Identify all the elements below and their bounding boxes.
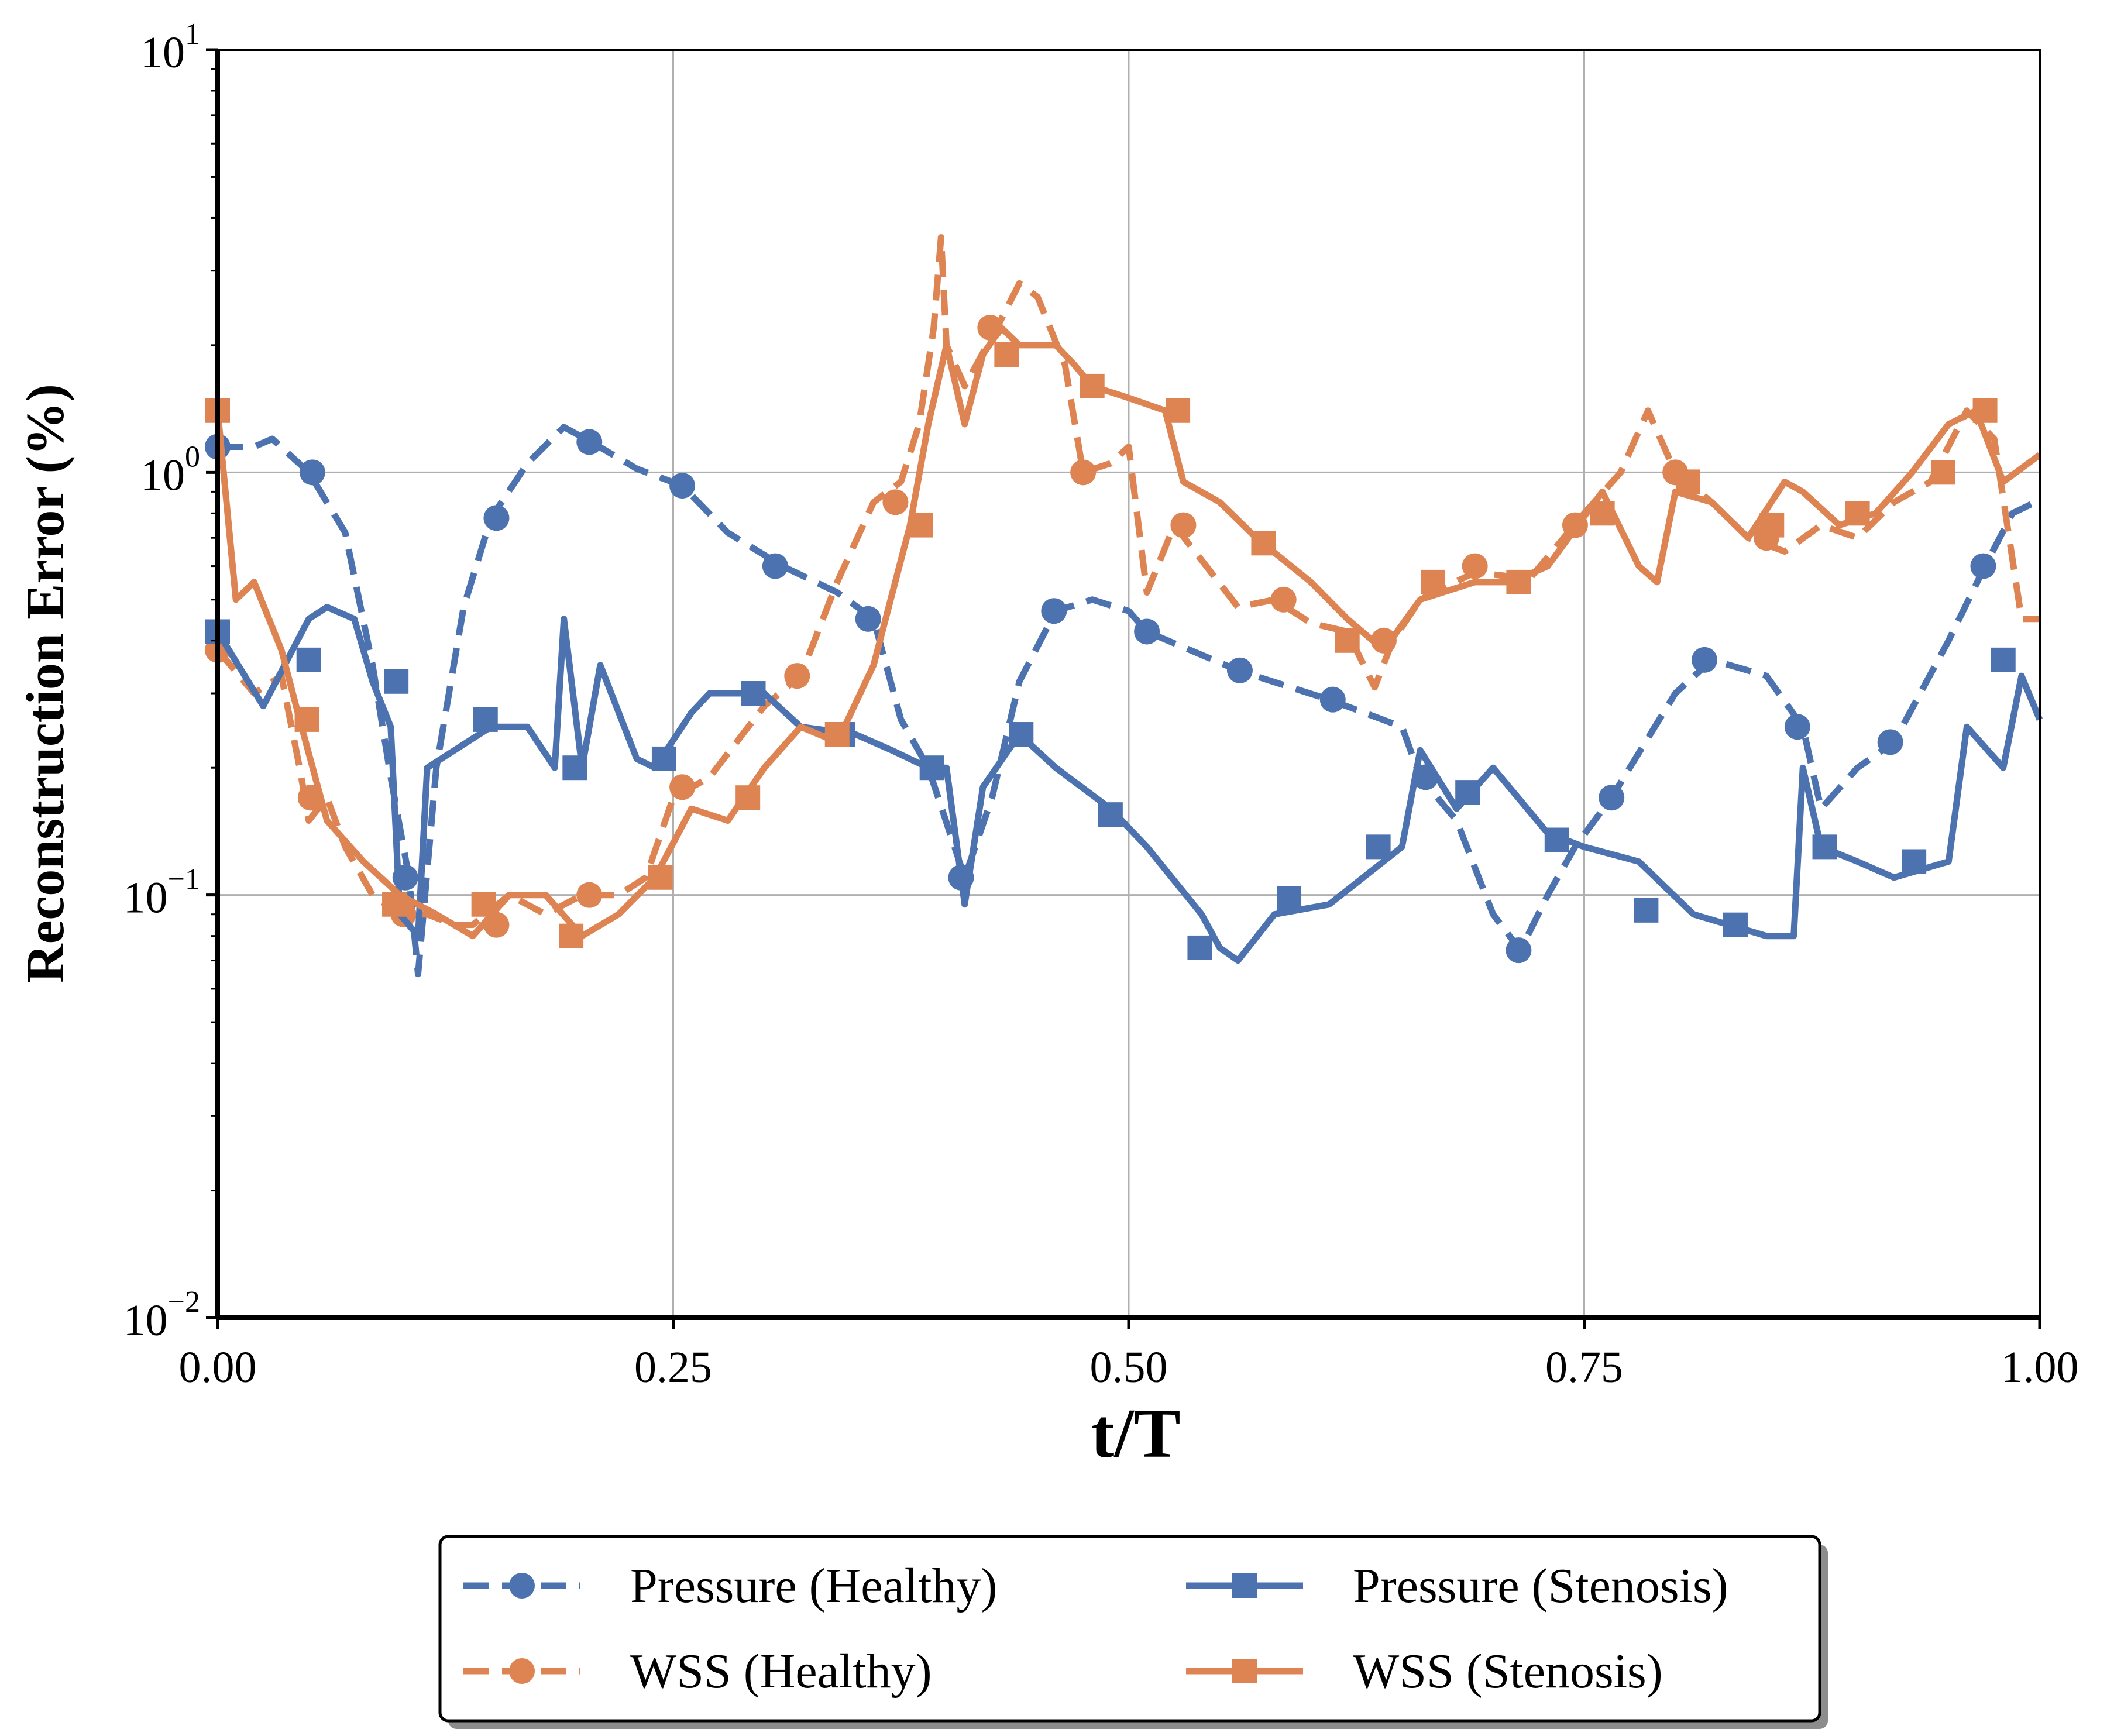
series-3-point-8 [919, 755, 944, 781]
series-4-point-17 [1675, 469, 1700, 494]
x-tick-label-0: 0.00 [179, 1343, 257, 1392]
series-line-1 [218, 424, 2041, 978]
series-3-point-3 [473, 707, 498, 732]
series-1-point-3 [483, 505, 510, 531]
series-4-point-3 [471, 892, 496, 917]
series-3-point-17 [1723, 912, 1748, 937]
series-3-point-19 [1902, 849, 1927, 874]
series-2-point-11 [1270, 586, 1297, 613]
series-4-point-1 [294, 707, 319, 732]
series-line-2 [215, 234, 2040, 929]
series-3-point-16 [1634, 898, 1659, 923]
legend-label-2: WSS (Healthy) [630, 1644, 932, 1699]
series-4-point-6 [735, 785, 761, 810]
series-4-point-14 [1421, 569, 1446, 594]
series-1-point-12 [1319, 686, 1346, 713]
series-3-point-18 [1812, 834, 1837, 860]
series-1-point-19 [1970, 553, 1996, 579]
y-tick-label-2: 100 [140, 440, 200, 500]
x-axis-title: t/T [1091, 1394, 1180, 1472]
series-4-point-10 [1080, 373, 1105, 398]
legend-box [438, 1535, 1821, 1723]
series-4-point-5 [648, 865, 673, 890]
series-3-point-9 [1009, 722, 1034, 747]
series-4-point-12 [1251, 531, 1276, 556]
x-tick-label-3: 0.75 [1545, 1343, 1623, 1392]
legend-swatch-marker-4 [1232, 1659, 1257, 1683]
series-4-point-15 [1506, 569, 1531, 594]
x-tick-label-1: 0.25 [634, 1343, 712, 1392]
legend-label-3: Pressure (Stenosis) [1353, 1559, 1728, 1613]
series-3-point-15 [1544, 827, 1569, 852]
series-1-point-16 [1692, 647, 1718, 673]
series-3-point-1 [296, 647, 321, 672]
y-tick-label-3: 101 [140, 18, 200, 77]
series-2-point-7 [882, 489, 909, 515]
series-4-point-7 [824, 722, 850, 747]
series-line-3 [215, 604, 2043, 964]
series-4-point-18 [1759, 513, 1785, 538]
series-4-point-9 [994, 342, 1019, 367]
series-4-point-20 [1930, 460, 1955, 485]
series-4-point-8 [909, 513, 934, 538]
series-3-point-20 [1991, 647, 2016, 672]
series-3-point-11 [1187, 935, 1212, 960]
legend-label-1: Pressure (Healthy) [630, 1559, 997, 1613]
series-1-point-11 [1226, 657, 1253, 683]
series-2-point-13 [1462, 553, 1488, 579]
series-4-point-11 [1166, 398, 1191, 423]
series-1-point-10 [1134, 618, 1160, 645]
series-1-point-6 [762, 553, 788, 579]
y-axis-title: Reconstruction Error (%) [15, 384, 75, 983]
series-1-point-14 [1506, 937, 1532, 964]
y-tick-label-1: 10−1 [123, 863, 200, 923]
series-4-point-16 [1590, 501, 1615, 526]
legend-label-4: WSS (Stenosis) [1353, 1644, 1663, 1699]
series-1-point-4 [576, 429, 603, 455]
plot-series [205, 234, 2043, 978]
series-4-point-2 [382, 892, 407, 917]
series-4-point-4 [559, 923, 584, 948]
grid [218, 50, 2040, 1318]
series-3-point-5 [651, 746, 676, 771]
series-2-point-10 [1170, 512, 1197, 538]
series-3-point-2 [384, 669, 409, 694]
series-1-point-7 [855, 606, 881, 632]
series-1-point-18 [1877, 729, 1903, 755]
series-1-point-17 [1784, 714, 1810, 740]
series-3-point-12 [1277, 886, 1302, 912]
y-tick-label-0: 10−2 [123, 1285, 200, 1345]
legend: Pressure (Healthy) WSS (Healthy) Pressure … [438, 1535, 1828, 1729]
x-tick-label-4: 1.00 [2001, 1343, 2079, 1392]
tick-labels: 0.00 0.25 0.50 0.75 1.00 10−2 10−1 100 101 [123, 18, 2079, 1392]
series-2-point-5 [669, 774, 696, 800]
series-3-point-13 [1366, 834, 1391, 860]
legend-swatch-marker-1 [509, 1573, 535, 1599]
legend-swatch-marker-3 [1232, 1573, 1257, 1598]
series-3-point-14 [1455, 780, 1480, 805]
series-1-point-5 [669, 473, 696, 499]
series-1-point-1 [299, 459, 325, 486]
x-tick-label-2: 0.50 [1090, 1343, 1168, 1392]
series-3-point-4 [562, 755, 587, 781]
series-4-point-19 [1845, 501, 1870, 526]
series-3-point-6 [741, 681, 766, 706]
series-2-point-9 [1070, 459, 1097, 486]
series-2-point-6 [784, 663, 810, 689]
series-2-point-4 [576, 882, 603, 908]
series-1-point-15 [1599, 785, 1625, 811]
series-4-point-13 [1335, 628, 1360, 653]
series-3-point-10 [1098, 802, 1123, 827]
series-1-point-9 [1041, 598, 1067, 624]
legend-swatch-marker-2 [509, 1658, 535, 1684]
series-4-point-21 [1972, 398, 1998, 423]
